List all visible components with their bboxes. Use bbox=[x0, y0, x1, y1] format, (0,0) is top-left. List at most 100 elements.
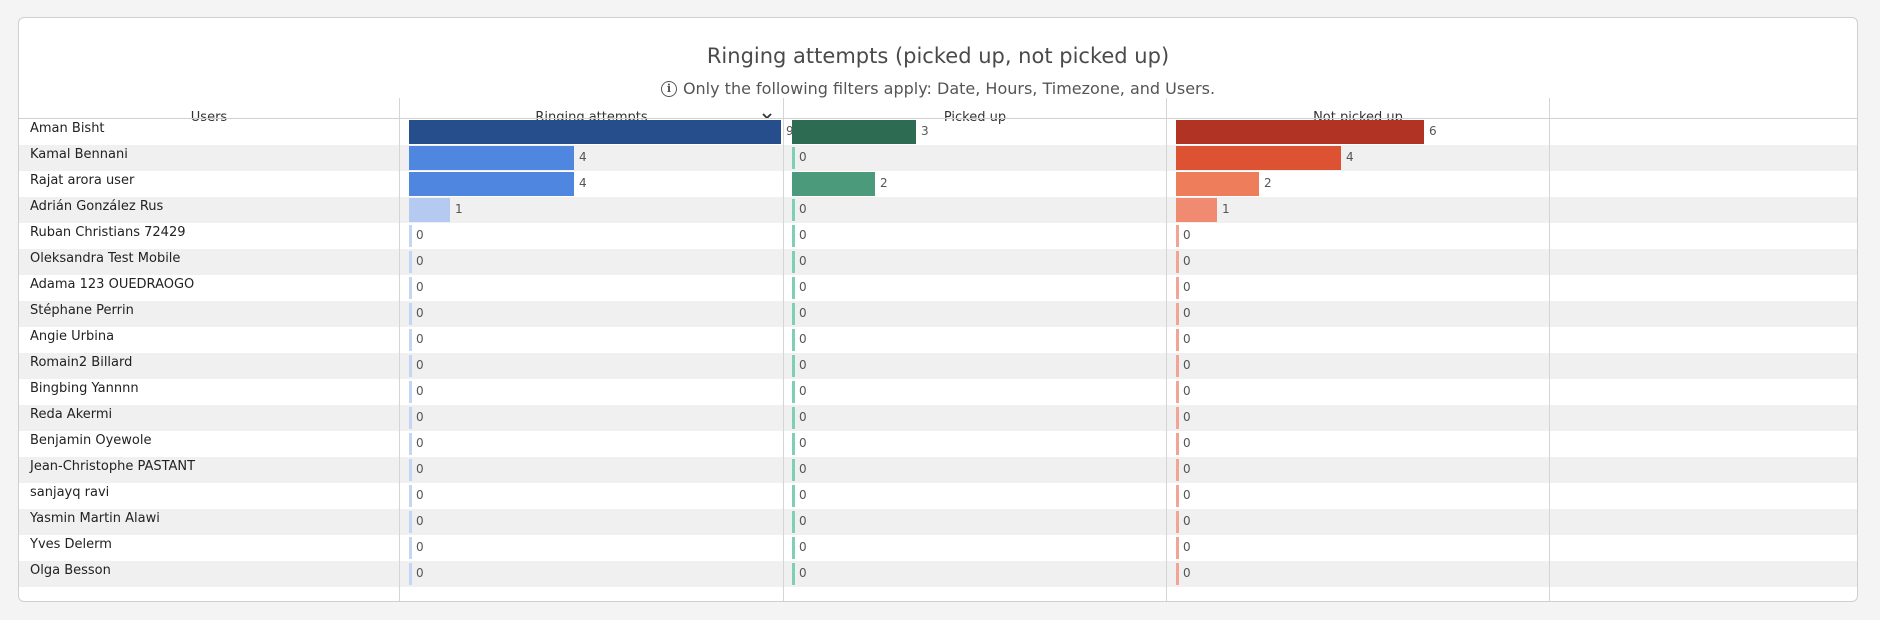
picked-up-bar[interactable] bbox=[792, 225, 795, 247]
column-header-picked[interactable]: Picked up bbox=[784, 98, 1166, 136]
not-picked-up-bar[interactable] bbox=[1176, 172, 1259, 196]
user-name: Rajat arora user bbox=[30, 173, 135, 188]
not-picked-up-value-label: 2 bbox=[1264, 176, 1272, 190]
not-picked-up-bar[interactable] bbox=[1176, 303, 1179, 325]
ringing-bar[interactable] bbox=[409, 277, 412, 299]
picked-up-value-label: 0 bbox=[799, 540, 807, 554]
picked-up-bar[interactable] bbox=[792, 511, 795, 533]
ringing-bar[interactable] bbox=[409, 329, 412, 351]
table-row[interactable]: Jean-Christophe PASTANT 0 0 0 bbox=[19, 457, 1857, 483]
not-picked-up-value-label: 0 bbox=[1183, 306, 1191, 320]
picked-up-value-label: 0 bbox=[799, 306, 807, 320]
not-picked-up-bar[interactable] bbox=[1176, 198, 1217, 222]
picked-up-bar[interactable] bbox=[792, 381, 795, 403]
ringing-value-label: 0 bbox=[416, 384, 424, 398]
not-picked-up-bar[interactable] bbox=[1176, 277, 1179, 299]
picked-up-bar[interactable] bbox=[792, 251, 795, 273]
not-picked-up-bar[interactable] bbox=[1176, 146, 1341, 170]
picked-up-bar[interactable] bbox=[792, 199, 795, 221]
not-picked-up-bar[interactable] bbox=[1176, 407, 1179, 429]
table-row[interactable]: Aman Bisht 9 3 6 bbox=[19, 119, 1857, 145]
user-name: Jean-Christophe PASTANT bbox=[30, 459, 196, 474]
ringing-bar[interactable] bbox=[409, 485, 412, 507]
table-row[interactable]: Rajat arora user 4 2 2 bbox=[19, 171, 1857, 197]
ringing-bar[interactable] bbox=[409, 251, 412, 273]
picked-up-bar[interactable] bbox=[792, 147, 795, 169]
table-row[interactable]: Yasmin Martin Alawi 0 0 0 bbox=[19, 509, 1857, 535]
not-picked-up-bar[interactable] bbox=[1176, 225, 1179, 247]
table-row[interactable]: Stéphane Perrin 0 0 0 bbox=[19, 301, 1857, 327]
ringing-bar[interactable] bbox=[409, 120, 781, 144]
not-picked-up-bar[interactable] bbox=[1176, 381, 1179, 403]
not-picked-up-bar[interactable] bbox=[1176, 563, 1179, 585]
not-picked-up-bar[interactable] bbox=[1176, 485, 1179, 507]
picked-up-value-label: 0 bbox=[799, 202, 807, 216]
not-picked-up-value-label: 0 bbox=[1183, 384, 1191, 398]
not-picked-up-value-label: 1 bbox=[1222, 202, 1230, 216]
not-picked-up-bar[interactable] bbox=[1176, 459, 1179, 481]
ringing-bar[interactable] bbox=[409, 563, 412, 585]
not-picked-up-bar[interactable] bbox=[1176, 511, 1179, 533]
ringing-bar[interactable] bbox=[409, 172, 574, 196]
not-picked-up-bar[interactable] bbox=[1176, 329, 1179, 351]
picked-up-bar[interactable] bbox=[792, 277, 795, 299]
ringing-bar[interactable] bbox=[409, 355, 412, 377]
picked-up-bar[interactable] bbox=[792, 537, 795, 559]
ringing-bar[interactable] bbox=[409, 433, 412, 455]
table-row[interactable]: Ruban Christians 72429 0 0 0 bbox=[19, 223, 1857, 249]
ringing-bar[interactable] bbox=[409, 198, 450, 222]
not-picked-up-bar[interactable] bbox=[1176, 537, 1179, 559]
table-row[interactable]: sanjayq ravi 0 0 0 bbox=[19, 483, 1857, 509]
ringing-value-label: 0 bbox=[416, 254, 424, 268]
user-name: Reda Akermi bbox=[30, 407, 113, 422]
not-picked-up-bar[interactable] bbox=[1176, 433, 1179, 455]
picked-up-bar[interactable] bbox=[792, 303, 795, 325]
ringing-bar[interactable] bbox=[409, 537, 412, 559]
picked-up-bar[interactable] bbox=[792, 459, 795, 481]
table-row[interactable]: Benjamin Oyewole 0 0 0 bbox=[19, 431, 1857, 457]
picked-up-value-label: 0 bbox=[799, 358, 807, 372]
table-row[interactable]: Yves Delerm 0 0 0 bbox=[19, 535, 1857, 561]
not-picked-up-bar[interactable] bbox=[1176, 120, 1424, 144]
ringing-bar[interactable] bbox=[409, 303, 412, 325]
not-picked-up-bar[interactable] bbox=[1176, 251, 1179, 273]
table-row[interactable]: Reda Akermi 0 0 0 bbox=[19, 405, 1857, 431]
ringing-bar[interactable] bbox=[409, 459, 412, 481]
ringing-value-label: 0 bbox=[416, 436, 424, 450]
picked-up-bar[interactable] bbox=[792, 485, 795, 507]
picked-up-bar[interactable] bbox=[792, 433, 795, 455]
column-header-users-label: Users bbox=[190, 109, 228, 125]
table-row[interactable]: Olga Besson 0 0 0 bbox=[19, 561, 1857, 587]
table-row[interactable]: Kamal Bennani 4 0 4 bbox=[19, 145, 1857, 171]
table-row[interactable]: Adrián González Rus 1 0 1 bbox=[19, 197, 1857, 223]
picked-up-value-label: 0 bbox=[799, 254, 807, 268]
ringing-bar[interactable] bbox=[409, 381, 412, 403]
picked-up-value-label: 0 bbox=[799, 150, 807, 164]
table-row[interactable]: Angie Urbina 0 0 0 bbox=[19, 327, 1857, 353]
not-picked-up-bar[interactable] bbox=[1176, 355, 1179, 377]
picked-up-bar[interactable] bbox=[792, 407, 795, 429]
ringing-bar[interactable] bbox=[409, 407, 412, 429]
table-row[interactable]: Adama 123 OUEDRAOGO 0 0 0 bbox=[19, 275, 1857, 301]
ringing-bar[interactable] bbox=[409, 146, 574, 170]
table-body[interactable]: Aman Bisht 9 3 6 Kamal Bennani 4 0 4 Rajat arora… bbox=[19, 119, 1857, 601]
not-picked-up-value-label: 0 bbox=[1183, 280, 1191, 294]
picked-up-bar[interactable] bbox=[792, 563, 795, 585]
filter-note: i Only the following filters apply: Date… bbox=[19, 81, 1857, 97]
picked-up-bar[interactable] bbox=[792, 120, 916, 144]
ringing-value-label: 4 bbox=[579, 176, 587, 190]
ringing-bar[interactable] bbox=[409, 511, 412, 533]
user-name: Romain2 Billard bbox=[30, 355, 133, 370]
table-row[interactable]: Oleksandra Test Mobile 0 0 0 bbox=[19, 249, 1857, 275]
picked-up-bar[interactable] bbox=[792, 172, 875, 196]
user-name: Olga Besson bbox=[30, 563, 111, 578]
ringing-value-label: 0 bbox=[416, 358, 424, 372]
table-row[interactable]: Romain2 Billard 0 0 0 bbox=[19, 353, 1857, 379]
column-header-users[interactable]: Users bbox=[19, 98, 399, 136]
info-icon: i bbox=[660, 81, 677, 97]
picked-up-bar[interactable] bbox=[792, 355, 795, 377]
not-picked-up-value-label: 0 bbox=[1183, 254, 1191, 268]
table-row[interactable]: Bingbing Yannnn 0 0 0 bbox=[19, 379, 1857, 405]
picked-up-bar[interactable] bbox=[792, 329, 795, 351]
ringing-bar[interactable] bbox=[409, 225, 412, 247]
